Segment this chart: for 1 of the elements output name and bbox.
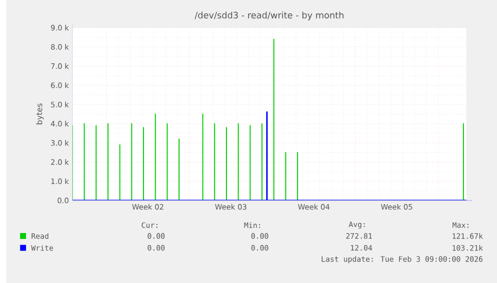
- chart-title: /dev/sdd3 - read/write - by month: [194, 11, 344, 20]
